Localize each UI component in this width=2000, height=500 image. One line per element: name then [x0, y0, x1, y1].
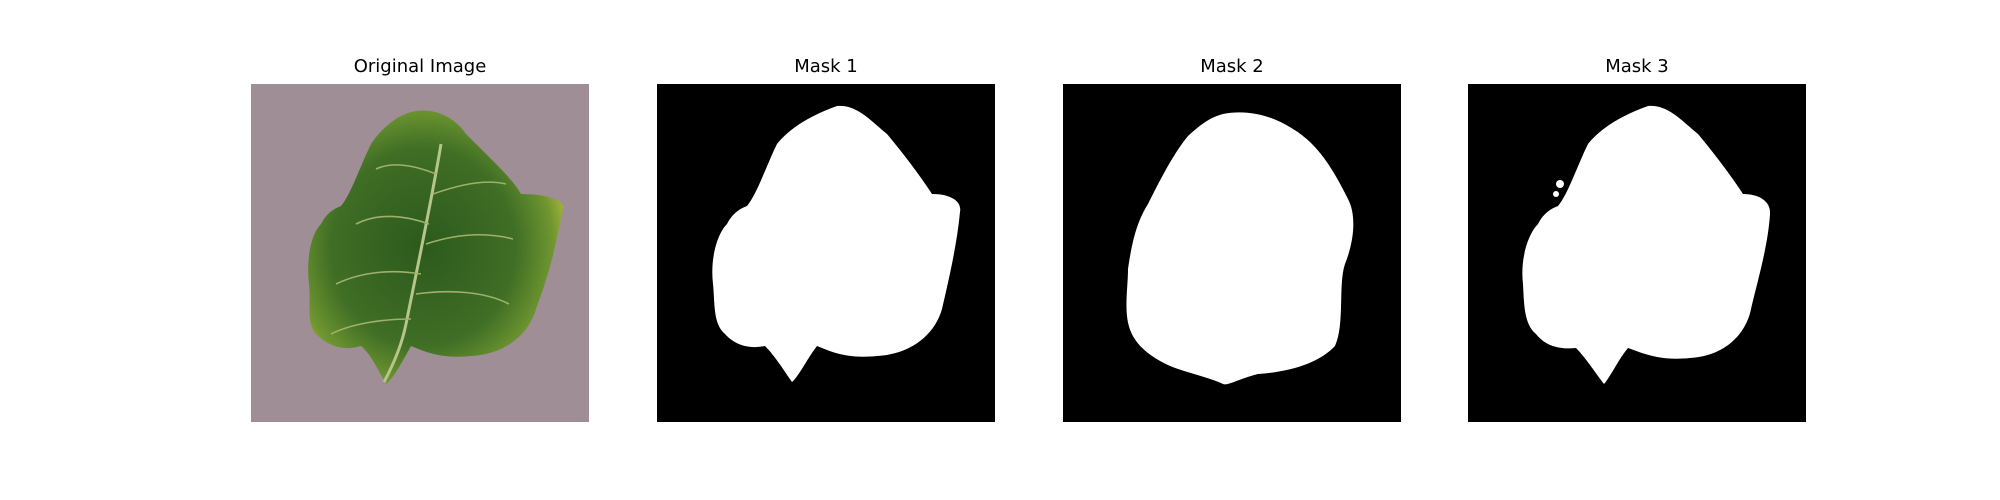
mask-3-shape [1522, 105, 1771, 384]
mask-3-speck [1553, 191, 1559, 197]
leaf-shape [308, 110, 564, 385]
leaf-midrib [382, 143, 443, 383]
original-image-title: Original Image [353, 56, 487, 77]
mask-1-svg [657, 84, 995, 422]
mask-3-image [1468, 84, 1806, 422]
mask-3-speck [1556, 180, 1564, 188]
leaf-veins [330, 164, 514, 335]
mask-1-title: Mask 1 [794, 56, 858, 77]
leaf-photo [251, 84, 589, 422]
original-image [251, 84, 589, 422]
mask-1-shape [712, 105, 961, 382]
mask-2-title: Mask 2 [1200, 56, 1264, 77]
mask-1-image [657, 84, 995, 422]
mask-2-image [1063, 84, 1401, 422]
mask-2-svg [1063, 84, 1401, 422]
mask-3-title: Mask 3 [1605, 56, 1669, 77]
mask-3-svg [1468, 84, 1806, 422]
mask-2-shape [1126, 112, 1354, 385]
